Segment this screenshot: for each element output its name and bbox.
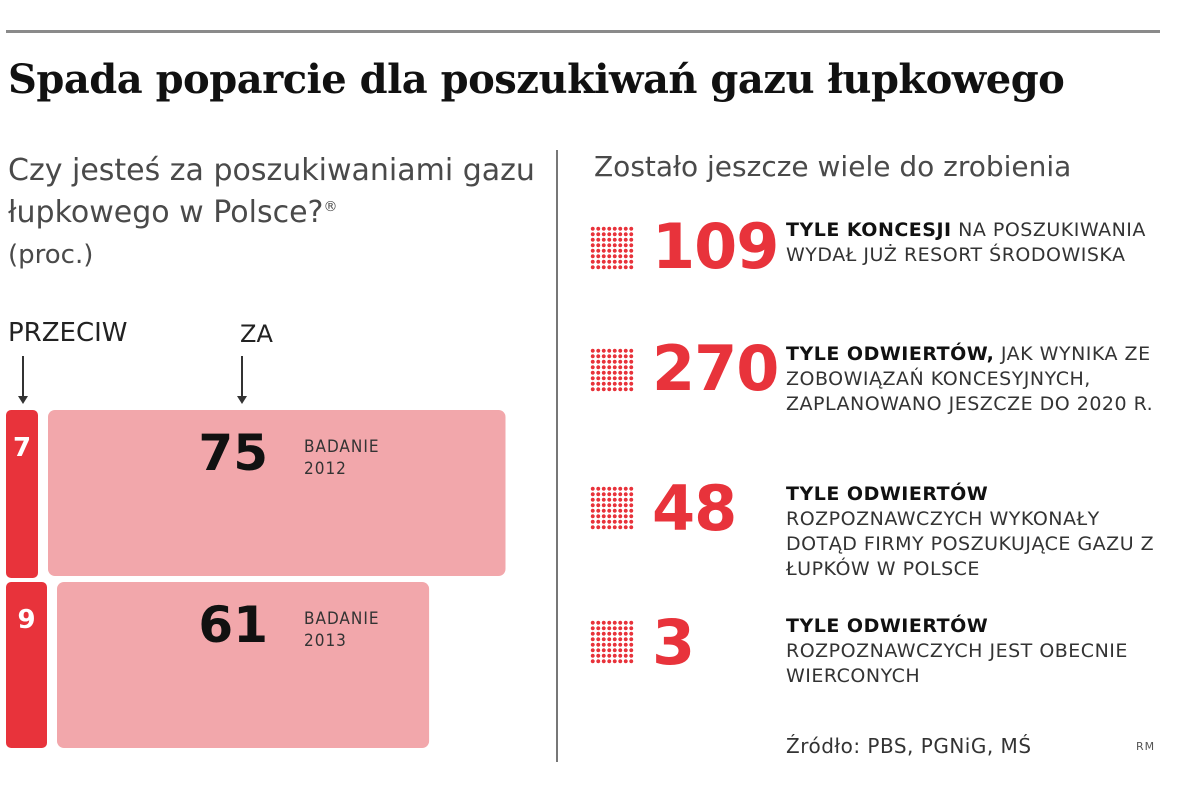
value-label-for: 61 — [198, 596, 268, 654]
stat-description: TYLE ODWIERTÓW ROZPOZNAWCZYCH WYKONAŁY D… — [786, 482, 1166, 582]
label-against: PRZECIW — [8, 318, 128, 348]
stat-description-rest: JAK WYNIKA ZE ZOBOWIĄZAŃ KONCESYJNYCH, Z… — [786, 343, 1154, 415]
stat-description: TYLE KONCESJI NA POSZUKIWANIA WYDAŁ JUŻ … — [786, 218, 1166, 268]
top-rule — [6, 30, 1160, 33]
registered-mark: ® — [323, 199, 338, 215]
column-divider — [556, 150, 558, 762]
survey-label-name: BADANIE — [304, 609, 380, 629]
survey-label-year: 2013 — [304, 631, 347, 651]
stat-description-bold: TYLE ODWIERTÓW, — [786, 343, 995, 365]
survey-label-name: BADANIE — [304, 437, 380, 457]
stat-item: 3 TYLE ODWIERTÓW ROZPOZNAWCZYCH JEST OBE… — [590, 612, 1180, 732]
stat-description: TYLE ODWIERTÓW ROZPOZNAWCZYCH JEST OBECN… — [786, 614, 1166, 689]
right-heading: Zostało jeszcze wiele do zrobienia — [594, 150, 1072, 183]
stat-description-bold: TYLE KONCESJI — [786, 219, 952, 241]
arrow-for-line — [241, 356, 243, 398]
bar-against — [6, 582, 47, 748]
bar-for — [48, 410, 506, 576]
stat-description-bold: TYLE ODWIERTÓW — [786, 483, 989, 505]
stat-description-rest: NA POSZUKIWANIA WYDAŁ JUŻ RESORT ŚRODOWI… — [786, 219, 1146, 266]
value-label-against: 9 — [17, 605, 35, 635]
value-label-against: 7 — [13, 433, 31, 463]
survey-label-year: 2012 — [304, 459, 347, 479]
stat-description-rest: ROZPOZNAWCZYCH WYKONAŁY DOTĄD FIRMY POSZ… — [786, 508, 1155, 580]
bar-for — [57, 582, 430, 748]
stat-description: TYLE ODWIERTÓW, JAK WYNIKA ZE ZOBOWIĄZAŃ… — [786, 342, 1166, 417]
source-note: Źródło: PBS, PGNiG, MŚ — [786, 734, 1032, 758]
stat-value: 109 — [652, 210, 779, 283]
stat-value: 3 — [652, 606, 695, 679]
stat-description-bold: TYLE ODWIERTÓW — [786, 615, 989, 637]
author-credit: RM — [1136, 740, 1156, 753]
bar-against — [6, 410, 38, 578]
stat-value: 48 — [652, 472, 737, 545]
dot-grid-icon — [590, 620, 634, 664]
label-for: ZA — [240, 320, 273, 348]
dot-grid-icon — [590, 486, 634, 530]
unit-label: (proc.) — [8, 240, 94, 270]
survey-question: Czy jesteś za poszukiwaniami gazu łupkow… — [8, 150, 538, 234]
arrow-for-head — [237, 396, 247, 404]
survey-question-text: Czy jesteś za poszukiwaniami gazu łupkow… — [8, 153, 535, 230]
stat-item: 109 TYLE KONCESJI NA POSZUKIWANIA WYDAŁ … — [590, 212, 1180, 332]
dot-grid-icon — [590, 226, 634, 270]
stat-description-rest: ROZPOZNAWCZYCH JEST OBECNIE WIERCONYCH — [786, 640, 1128, 687]
value-label-for: 75 — [198, 424, 268, 482]
stat-value: 270 — [652, 332, 779, 405]
arrow-against-head — [18, 396, 28, 404]
stat-item: 270 TYLE ODWIERTÓW, JAK WYNIKA ZE ZOBOWI… — [590, 338, 1180, 458]
arrow-against-line — [22, 356, 24, 398]
page-title: Spada poparcie dla poszukiwań gazu łupko… — [8, 56, 1065, 103]
dot-grid-icon — [590, 348, 634, 392]
stat-item: 48 TYLE ODWIERTÓW ROZPOZNAWCZYCH WYKONAŁ… — [590, 476, 1180, 596]
